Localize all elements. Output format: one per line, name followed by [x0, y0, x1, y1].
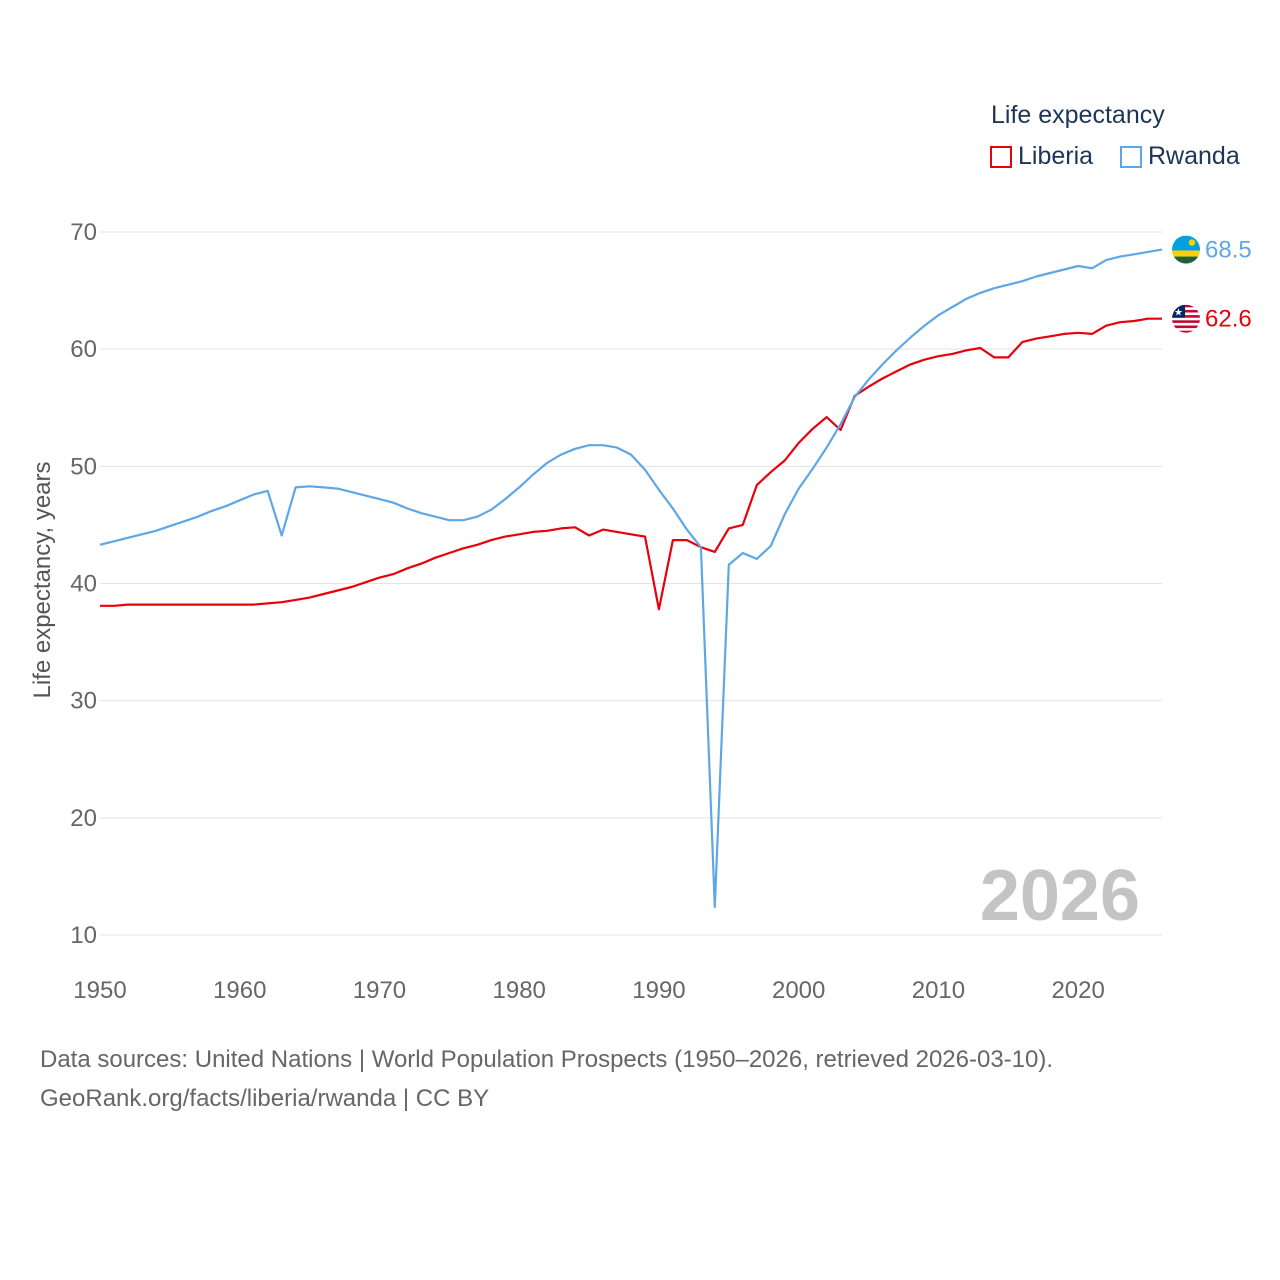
liberia-flag-icon: ★: [1172, 304, 1200, 333]
grid-lines: [100, 231, 1162, 936]
legend-swatch-rwanda: [1120, 145, 1142, 168]
attribution-text: GeoRank.org/facts/liberia/rwanda | CC BY: [40, 1085, 490, 1112]
x-tick-label: 2010: [912, 977, 965, 1004]
legend-item-liberia[interactable]: Liberia: [990, 142, 1093, 171]
series-line-liberia[interactable]: [100, 317, 1162, 611]
y-tick-label: 10: [70, 922, 97, 949]
x-tick-label: 1980: [493, 977, 546, 1004]
source-text: Data sources: United Nations | World Pop…: [40, 1046, 1054, 1073]
y-axis-ticks: 10 20 30 40 50 60 70: [70, 219, 97, 949]
x-axis-ticks: 1950 1960 1970 1980 1990 2000 2010 2020: [73, 977, 1105, 1004]
liberia-end-label: 62.6: [1205, 306, 1252, 333]
year-watermark: 2026: [980, 856, 1140, 936]
x-tick-label: 2000: [772, 977, 825, 1004]
y-tick-label: 30: [70, 688, 97, 715]
series-line-rwanda[interactable]: [99, 248, 1163, 909]
y-tick-label: 50: [70, 453, 97, 480]
x-tick-label: 1950: [73, 977, 126, 1004]
legend-title: Life expectancy: [991, 101, 1165, 129]
y-tick-label: 40: [70, 571, 97, 598]
rwanda-end-label: 68.5: [1205, 237, 1252, 264]
x-tick-label: 1970: [353, 977, 406, 1004]
x-tick-label: 1990: [632, 977, 685, 1004]
legend-swatch-liberia: [990, 145, 1012, 168]
legend-label-rwanda: Rwanda: [1148, 142, 1240, 170]
legend-item-rwanda[interactable]: Rwanda: [1120, 142, 1240, 171]
svg-text:★: ★: [1174, 308, 1183, 319]
y-axis-label: Life expectancy, years: [29, 461, 56, 698]
y-tick-label: 70: [70, 219, 97, 246]
series-lines: [99, 248, 1163, 909]
x-tick-label: 1960: [213, 977, 266, 1004]
legend-label-liberia: Liberia: [1018, 142, 1094, 170]
y-tick-label: 60: [70, 336, 97, 363]
y-tick-label: 20: [70, 805, 97, 832]
rwanda-flag-icon: [1172, 235, 1200, 264]
x-tick-label: 2020: [1051, 977, 1104, 1004]
